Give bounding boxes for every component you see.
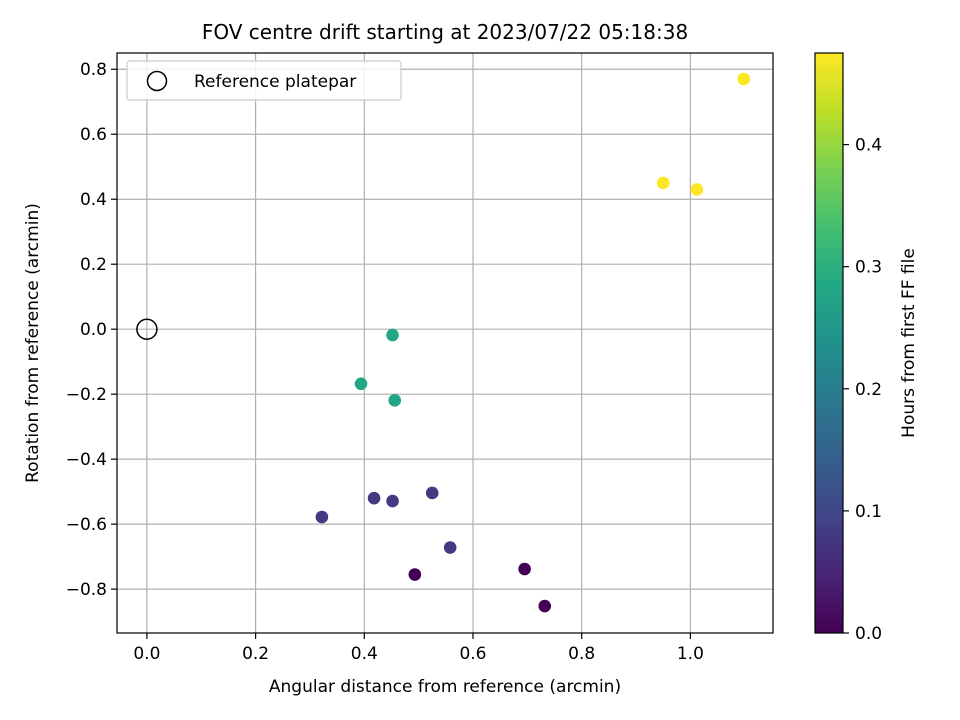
colorbar-tick-label: 0.2 (855, 380, 882, 400)
data-point (386, 494, 399, 508)
y-tick-label: −0.6 (66, 515, 107, 535)
colorbar-ticks: 0.0 0.1 0.2 0.3 0.4 (843, 136, 882, 644)
data-point (386, 328, 399, 342)
x-tick-label: 0.0 (133, 644, 160, 664)
data-point (690, 183, 704, 196)
data-point (354, 377, 368, 391)
y-tick-label: −0.2 (66, 385, 107, 405)
y-tick-label: 0.6 (80, 125, 107, 145)
colorbar: 0.0 0.1 0.2 0.3 0.4 Hours from first FF file (814, 52, 919, 644)
data-point (538, 599, 552, 613)
y-tick-label: −0.4 (66, 450, 107, 470)
data-point (388, 394, 402, 407)
colorbar-tick-label: 0.3 (855, 258, 882, 278)
x-axis-label: Angular distance from reference (arcmin) (269, 677, 621, 697)
colorbar-frame (814, 52, 844, 634)
x-tick-label: 0.2 (242, 644, 269, 664)
legend-marker-open-circle (146, 70, 168, 92)
colorbar-tick-label: 0.4 (855, 136, 882, 156)
data-point (408, 568, 422, 581)
colorbar-gradient (815, 53, 843, 633)
y-tick-label: 0.2 (80, 255, 107, 275)
y-axis-label: Rotation from reference (arcmin) (23, 203, 43, 483)
data-point (737, 72, 750, 86)
data-point (367, 491, 381, 505)
data-point (315, 510, 329, 524)
x-tick-label: 1.0 (677, 644, 704, 664)
legend-entry-label: Reference platepar (194, 72, 356, 92)
reference-point-marker (136, 318, 158, 340)
legend: Reference platepar (126, 60, 402, 101)
x-tick-label: 0.8 (568, 644, 595, 664)
plot-area-frame (116, 52, 774, 634)
data-point (443, 541, 457, 554)
y-tick-label: 0.4 (80, 190, 107, 210)
grid (117, 53, 773, 633)
chart-title: FOV centre drift starting at 2023/07/22 … (202, 20, 688, 44)
y-tick-label: 0.8 (80, 60, 107, 80)
data-point (425, 486, 439, 500)
data-point (656, 176, 670, 190)
x-tick-label: 0.4 (351, 644, 378, 664)
data-point (518, 562, 531, 576)
colorbar-tick-label: 0.0 (855, 624, 882, 644)
axis-ticks: 0.0 0.2 0.4 0.6 0.8 1.0 −0.8 −0.6 −0.4 −0.2 0.0 0.2… (66, 60, 704, 664)
x-tick-label: 0.6 (459, 644, 486, 664)
y-tick-label: 0.0 (80, 320, 107, 340)
colorbar-tick-label: 0.1 (855, 502, 882, 522)
legend-box (126, 60, 402, 101)
y-tick-label: −0.8 (66, 580, 107, 600)
data-points (136, 72, 750, 613)
colorbar-label: Hours from first FF file (899, 248, 919, 438)
